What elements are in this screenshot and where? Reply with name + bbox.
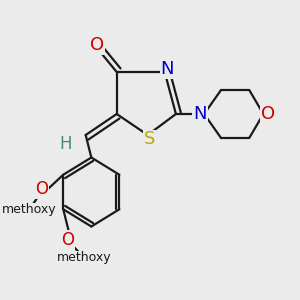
Text: S: S [143, 130, 155, 148]
Text: N: N [161, 60, 174, 78]
Text: methoxy: methoxy [57, 251, 112, 265]
Text: H: H [60, 135, 72, 153]
Text: N: N [193, 105, 207, 123]
Text: O: O [35, 180, 49, 198]
Text: methoxy: methoxy [2, 203, 57, 217]
Text: O: O [90, 36, 104, 54]
Text: O: O [260, 105, 274, 123]
Text: O: O [61, 231, 74, 249]
